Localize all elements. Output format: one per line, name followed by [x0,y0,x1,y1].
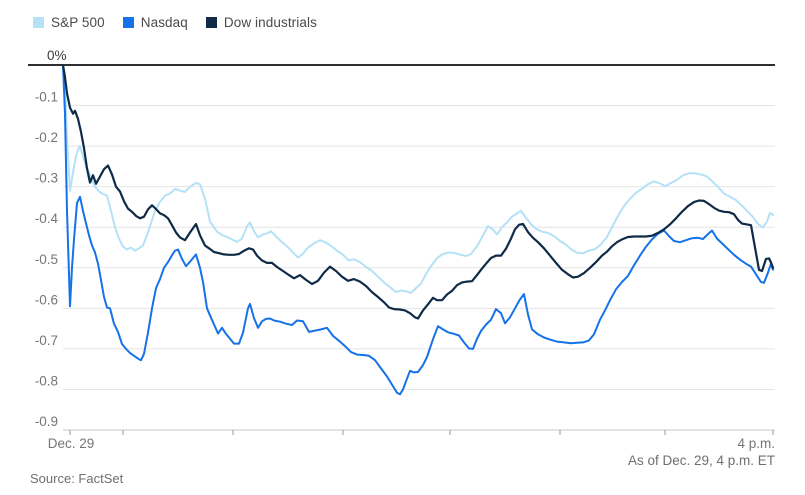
y-axis-label: -0.6 [35,292,58,307]
legend-label-sp500: S&P 500 [51,15,105,30]
y-axis-label: -0.3 [35,171,58,186]
series-line-sp500 [62,64,774,294]
nasdaq-swatch-icon [122,17,134,28]
source-note: Source: FactSet [30,471,124,486]
legend-label-dow: Dow industrials [223,15,317,30]
y-axis-label: -0.4 [35,211,59,226]
legend-label-nasdaq: Nasdaq [140,15,188,30]
zero-label: 0% [47,48,67,63]
y-axis-label: -0.7 [35,333,58,348]
as-of-note: As of Dec. 29, 4 p.m. ET [627,453,775,468]
legend-item-sp500: S&P 500 [33,15,105,30]
y-axis-label: -0.9 [35,414,58,429]
legend: S&P 500 Nasdaq Dow industrials [33,15,317,30]
legend-item-nasdaq: Nasdaq [122,15,188,30]
series-line-dow [61,63,775,320]
dow-swatch-icon [205,17,217,28]
x-axis-end-label: 4 p.m. [737,436,775,451]
y-axis-label: -0.8 [35,373,58,388]
series-line-nasdaq [62,64,774,396]
legend-item-dow: Dow industrials [205,15,317,30]
y-axis-label: -0.1 [35,90,58,105]
x-axis-start-label: Dec. 29 [48,436,95,451]
sp500-swatch-icon [33,17,44,28]
y-axis-label: -0.5 [35,252,58,267]
y-axis-label: -0.2 [35,130,58,145]
